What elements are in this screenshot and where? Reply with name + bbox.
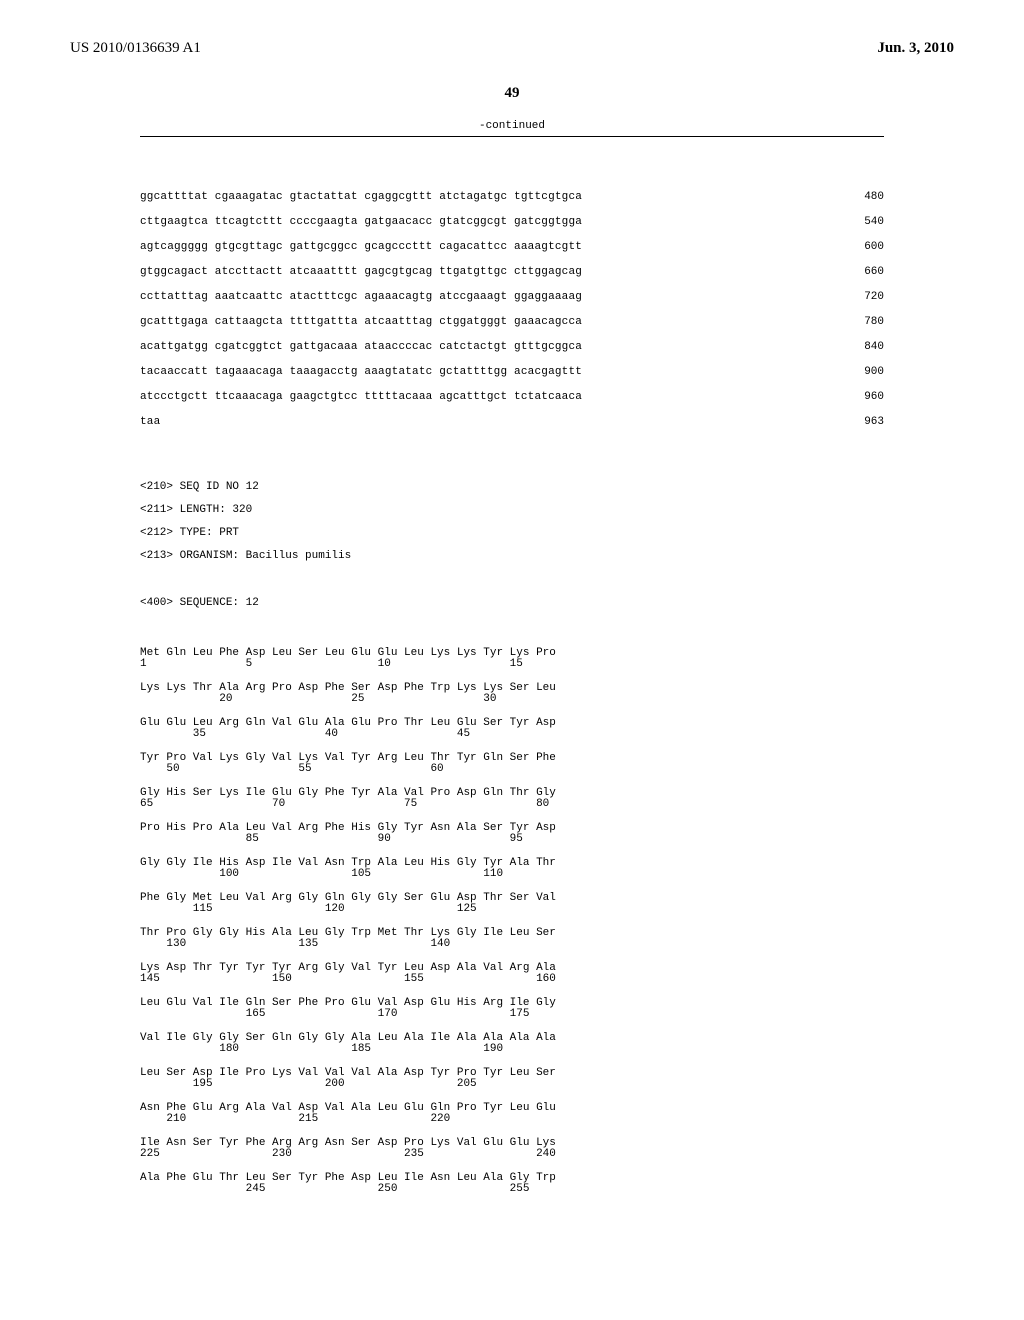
sequence-header: <210> SEQ ID NO 12 <211> LENGTH: 320 <21… <box>140 471 884 621</box>
dna-position: 900 <box>834 367 884 378</box>
protein-row: Gly Gly Ile His Asp Ile Val Asn Trp Ala … <box>140 858 884 880</box>
protein-row: Tyr Pro Val Lys Gly Val Lys Val Tyr Arg … <box>140 753 884 775</box>
protein-row: Met Gln Leu Phe Asp Leu Ser Leu Glu Glu … <box>140 648 884 670</box>
position-line: 1 5 10 15 <box>140 659 884 670</box>
seq-length-line: <211> LENGTH: 320 <box>140 505 884 516</box>
protein-row: Phe Gly Met Leu Val Arg Gly Gln Gly Gly … <box>140 893 884 915</box>
dna-position: 720 <box>834 292 884 303</box>
dna-line: ccttatttag aaatcaattc atactttcgc agaaaca… <box>140 292 884 303</box>
page-header: US 2010/0136639 A1 Jun. 3, 2010 <box>0 0 1024 67</box>
dna-position: 963 <box>834 417 884 428</box>
dna-position: 660 <box>834 267 884 278</box>
dna-sequence-text: gtggcagact atccttactt atcaaatttt gagcgtg… <box>140 267 582 278</box>
dna-position: 600 <box>834 242 884 253</box>
page-number: 49 <box>0 85 1024 102</box>
protein-sequence-block: Met Gln Leu Phe Asp Leu Ser Leu Glu Glu … <box>140 648 884 1195</box>
seq-sequence-line: <400> SEQUENCE: 12 <box>140 598 884 609</box>
protein-row: Thr Pro Gly Gly His Ala Leu Gly Trp Met … <box>140 928 884 950</box>
position-line: 145 150 155 160 <box>140 974 884 985</box>
dna-position: 480 <box>834 192 884 203</box>
position-line: 245 250 255 <box>140 1184 884 1195</box>
publication-number: US 2010/0136639 A1 <box>70 40 201 57</box>
seq-type-line: <212> TYPE: PRT <box>140 528 884 539</box>
protein-row: Leu Glu Val Ile Gln Ser Phe Pro Glu Val … <box>140 998 884 1020</box>
dna-sequence-block: ggcattttat cgaaagatac gtactattat cgaggcg… <box>140 192 884 428</box>
dna-sequence-text: gcatttgaga cattaagcta ttttgattta atcaatt… <box>140 317 582 328</box>
dna-sequence-text: agtcaggggg gtgcgttagc gattgcggcc gcagccc… <box>140 242 582 253</box>
position-line: 210 215 220 <box>140 1114 884 1125</box>
position-line: 100 105 110 <box>140 869 884 880</box>
position-line: 85 90 95 <box>140 834 884 845</box>
protein-row: Lys Asp Thr Tyr Tyr Tyr Arg Gly Val Tyr … <box>140 963 884 985</box>
seq-organism-line: <213> ORGANISM: Bacillus pumilis <box>140 551 884 562</box>
dna-position: 780 <box>834 317 884 328</box>
dna-line: tacaaccatt tagaaacaga taaagacctg aaagtat… <box>140 367 884 378</box>
dna-sequence-text: atccctgctt ttcaaacaga gaagctgtcc tttttac… <box>140 392 582 403</box>
position-line: 65 70 75 80 <box>140 799 884 810</box>
dna-position: 960 <box>834 392 884 403</box>
dna-sequence-text: cttgaagtca ttcagtcttt ccccgaagta gatgaac… <box>140 217 582 228</box>
dna-line: agtcaggggg gtgcgttagc gattgcggcc gcagccc… <box>140 242 884 253</box>
protein-row: Glu Glu Leu Arg Gln Val Glu Ala Glu Pro … <box>140 718 884 740</box>
position-line: 130 135 140 <box>140 939 884 950</box>
protein-row: Ala Phe Glu Thr Leu Ser Tyr Phe Asp Leu … <box>140 1173 884 1195</box>
dna-line: atccctgctt ttcaaacaga gaagctgtcc tttttac… <box>140 392 884 403</box>
protein-row: Asn Phe Glu Arg Ala Val Asp Val Ala Leu … <box>140 1103 884 1125</box>
dna-line: gtggcagact atccttactt atcaaatttt gagcgtg… <box>140 267 884 278</box>
dna-line: taa 963 <box>140 417 884 428</box>
continued-label: -continued <box>0 120 1024 132</box>
protein-row: Lys Lys Thr Ala Arg Pro Asp Phe Ser Asp … <box>140 683 884 705</box>
seq-id-line: <210> SEQ ID NO 12 <box>140 482 884 493</box>
dna-position: 540 <box>834 217 884 228</box>
dna-line: acattgatgg cgatcggtct gattgacaaa ataaccc… <box>140 342 884 353</box>
position-line: 20 25 30 <box>140 694 884 705</box>
position-line: 180 185 190 <box>140 1044 884 1055</box>
dna-sequence-text: taa <box>140 417 160 428</box>
protein-row: Ile Asn Ser Tyr Phe Arg Arg Asn Ser Asp … <box>140 1138 884 1160</box>
position-line: 50 55 60 <box>140 764 884 775</box>
dna-sequence-text: ggcattttat cgaaagatac gtactattat cgaggcg… <box>140 192 582 203</box>
dna-sequence-text: ccttatttag aaatcaattc atactttcgc agaaaca… <box>140 292 582 303</box>
dna-sequence-text: acattgatgg cgatcggtct gattgacaaa ataaccc… <box>140 342 582 353</box>
position-line: 35 40 45 <box>140 729 884 740</box>
publication-date: Jun. 3, 2010 <box>877 40 954 57</box>
dna-line: cttgaagtca ttcagtcttt ccccgaagta gatgaac… <box>140 217 884 228</box>
position-line: 165 170 175 <box>140 1009 884 1020</box>
position-line: 225 230 235 240 <box>140 1149 884 1160</box>
dna-position: 840 <box>834 342 884 353</box>
dna-sequence-text: tacaaccatt tagaaacaga taaagacctg aaagtat… <box>140 367 582 378</box>
position-line: 195 200 205 <box>140 1079 884 1090</box>
protein-row: Gly His Ser Lys Ile Glu Gly Phe Tyr Ala … <box>140 788 884 810</box>
position-line: 115 120 125 <box>140 904 884 915</box>
dna-line: ggcattttat cgaaagatac gtactattat cgaggcg… <box>140 192 884 203</box>
protein-row: Pro His Pro Ala Leu Val Arg Phe His Gly … <box>140 823 884 845</box>
dna-line: gcatttgaga cattaagcta ttttgattta atcaatt… <box>140 317 884 328</box>
protein-row: Val Ile Gly Gly Ser Gln Gly Gly Ala Leu … <box>140 1033 884 1055</box>
sequence-content: ggcattttat cgaaagatac gtactattat cgaggcg… <box>0 137 1024 1219</box>
protein-row: Leu Ser Asp Ile Pro Lys Val Val Val Ala … <box>140 1068 884 1090</box>
